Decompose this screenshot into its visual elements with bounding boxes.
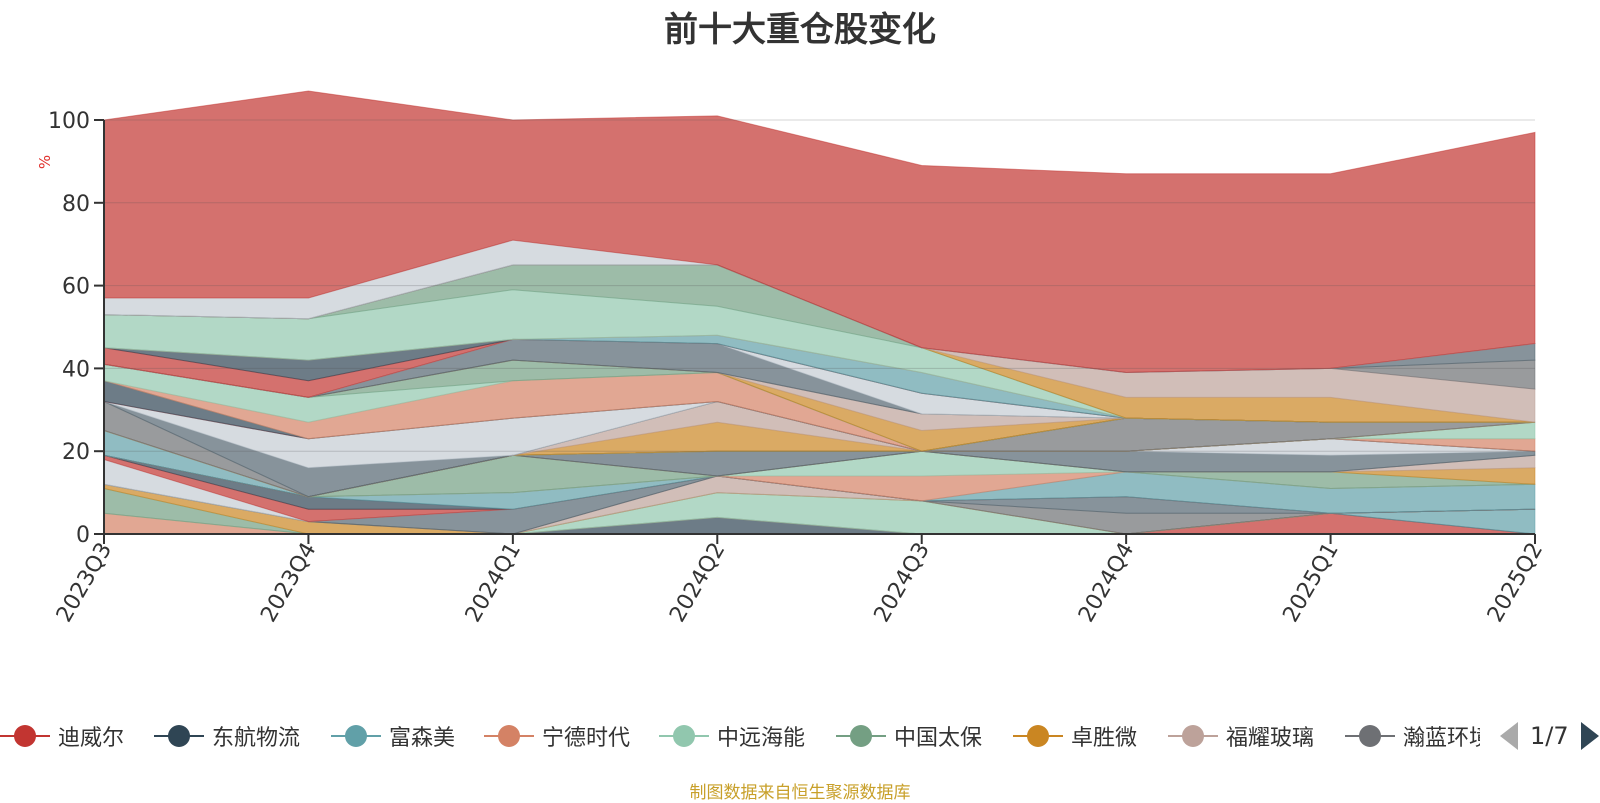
legend-marker-icon [0,722,50,750]
legend-marker-icon [836,722,886,750]
legend-item[interactable]: 宁德时代 [484,716,630,756]
legend-item[interactable]: 东航物流 [154,716,300,756]
legend-item[interactable]: 迪威尔 [0,716,124,756]
legend-marker-icon [484,722,534,750]
source-note: 制图数据来自恒生聚源数据库 [689,783,911,803]
legend-items: 迪威尔 东航物流 富森美 宁德时代 中远海能 中国太保 卓胜微 福耀玻璃 瀚蓝环境 [0,716,1480,756]
x-tick-label: 2025Q1 [1278,539,1343,627]
area-series-55 [103,90,1536,374]
legend-label: 瀚蓝环境 [1403,726,1480,751]
legend-item[interactable]: 中国太保 [836,716,982,756]
legend-item[interactable]: 瀚蓝环境 [1345,716,1480,756]
grid-lines [104,119,1535,452]
x-tick-label: 2024Q2 [665,539,730,627]
y-tick-label: 60 [62,275,90,300]
legend-marker-icon [1168,722,1218,750]
x-tick-label: 2023Q4 [256,539,321,627]
legend-prev-icon[interactable] [1500,722,1518,750]
legend-label: 宁德时代 [542,726,631,751]
x-tick-label: 2023Q3 [52,539,117,627]
x-tick-label: 2024Q1 [461,539,526,627]
x-tick-label: 2024Q4 [1074,539,1139,627]
legend-marker-icon [659,722,709,750]
y-tick-label: 40 [62,357,90,382]
y-tick-label: 80 [62,192,90,217]
legend-item[interactable]: 福耀玻璃 [1168,716,1314,756]
legend-label: 富森美 [389,726,456,751]
y-tick-label: 0 [76,523,90,548]
legend-item[interactable]: 富森美 [331,716,455,756]
legend-item[interactable]: 卓胜微 [1013,716,1137,756]
stacked-area-chart: 0 20 40 60 80 100% 2023Q3 2023Q4 2024Q1 2024Q2 202… [36,90,1548,627]
legend-label: 福耀玻璃 [1226,726,1315,751]
y-tick-label: 20 [62,440,90,465]
legend-marker-icon [331,722,381,750]
legend-label: 卓胜微 [1071,726,1138,751]
legend: 迪威尔 东航物流 富森美 宁德时代 中远海能 中国太保 卓胜微 福耀玻璃 瀚蓝环境 1/7 [0,716,1600,756]
chart-title: 前十大重仓股变化 [664,10,936,50]
legend-label: 迪威尔 [58,726,125,751]
area-layers [103,90,1536,535]
x-tick-label: 2025Q2 [1483,539,1548,627]
legend-marker-icon [1345,722,1395,750]
legend-item[interactable]: 中远海能 [659,716,805,756]
legend-next-icon[interactable] [1580,722,1599,750]
legend-pager: 1/7 [1500,716,1599,756]
legend-page-indicator: 1/7 [1530,722,1569,750]
legend-label: 中国太保 [894,726,983,751]
y-axis-label: % [36,155,54,169]
legend-label: 东航物流 [212,726,301,751]
legend-label: 中远海能 [717,726,806,751]
legend-marker-icon [1013,722,1063,750]
y-tick-label: 100 [48,109,90,134]
x-tick-label: 2024Q3 [870,539,935,627]
legend-marker-icon [154,722,204,750]
